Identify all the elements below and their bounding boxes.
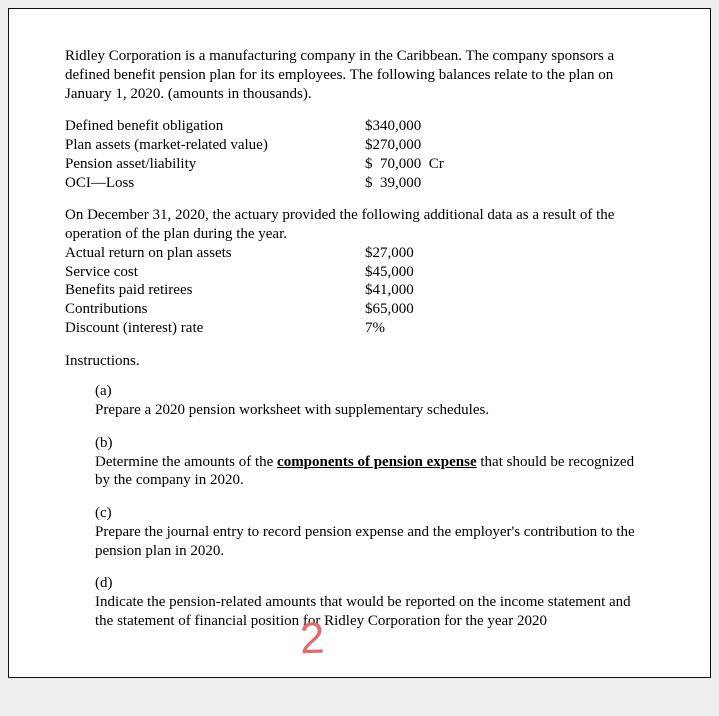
opening-balances-table: Defined benefit obligation $340,000 Plan…: [65, 117, 444, 192]
data-value: $27,000: [365, 244, 414, 263]
balance-value: $ 70,000 Cr: [365, 155, 444, 174]
balance-value: $270,000: [365, 136, 444, 155]
data-value: $65,000: [365, 300, 414, 319]
balance-label: OCI—Loss: [65, 174, 365, 193]
data-label: Actual return on plan assets: [65, 244, 365, 263]
balance-label: Pension asset/liability: [65, 155, 365, 174]
questions-list: (a) Prepare a 2020 pension worksheet wit…: [65, 382, 660, 630]
balance-label: Plan assets (market-related value): [65, 136, 365, 155]
q-b-pre: Determine the amounts of the: [95, 454, 277, 470]
data-value: $41,000: [365, 281, 414, 300]
table-row: Actual return on plan assets $27,000: [65, 244, 414, 263]
question-c: (c) Prepare the journal entry to record …: [95, 504, 660, 560]
mid-section: On December 31, 2020, the actuary provid…: [65, 206, 660, 337]
table-row: Service cost $45,000: [65, 263, 414, 282]
instructions-heading: Instructions.: [65, 352, 660, 371]
table-row: Contributions $65,000: [65, 300, 414, 319]
data-value: 7%: [365, 319, 414, 338]
question-a: (a) Prepare a 2020 pension worksheet wit…: [95, 382, 660, 420]
balance-value: $340,000: [365, 117, 444, 136]
data-label: Discount (interest) rate: [65, 319, 365, 338]
question-letter: (b): [95, 434, 119, 453]
balance-label: Defined benefit obligation: [65, 117, 365, 136]
question-d: (d) Indicate the pension-related amounts…: [95, 574, 660, 630]
question-letter: (a): [95, 382, 119, 401]
table-row: Defined benefit obligation $340,000: [65, 117, 444, 136]
table-row: Plan assets (market-related value) $270,…: [65, 136, 444, 155]
mid-intro-paragraph: On December 31, 2020, the actuary provid…: [65, 206, 660, 244]
question-text: Determine the amounts of the components …: [95, 453, 635, 491]
table-row: Benefits paid retirees $41,000: [65, 281, 414, 300]
data-label: Contributions: [65, 300, 365, 319]
year-data-table: Actual return on plan assets $27,000 Ser…: [65, 244, 414, 338]
question-letter: (c): [95, 504, 119, 523]
data-value: $45,000: [365, 263, 414, 282]
handwritten-annotation: 2: [299, 614, 325, 665]
intro-paragraph: Ridley Corporation is a manufacturing co…: [65, 47, 660, 103]
question-b: (b) Determine the amounts of the compone…: [95, 434, 660, 490]
data-label: Benefits paid retirees: [65, 281, 365, 300]
question-text: Prepare a 2020 pension worksheet with su…: [95, 401, 635, 420]
document-page: Ridley Corporation is a manufacturing co…: [8, 8, 711, 678]
data-label: Service cost: [65, 263, 365, 282]
table-row: Discount (interest) rate 7%: [65, 319, 414, 338]
question-text: Indicate the pension-related amounts tha…: [95, 593, 635, 631]
question-text: Prepare the journal entry to record pens…: [95, 523, 635, 561]
balance-value: $ 39,000: [365, 174, 444, 193]
table-row: Pension asset/liability $ 70,000 Cr: [65, 155, 444, 174]
q-b-underline: components of pension expense: [277, 454, 477, 470]
table-row: OCI—Loss $ 39,000: [65, 174, 444, 193]
question-letter: (d): [95, 574, 119, 593]
